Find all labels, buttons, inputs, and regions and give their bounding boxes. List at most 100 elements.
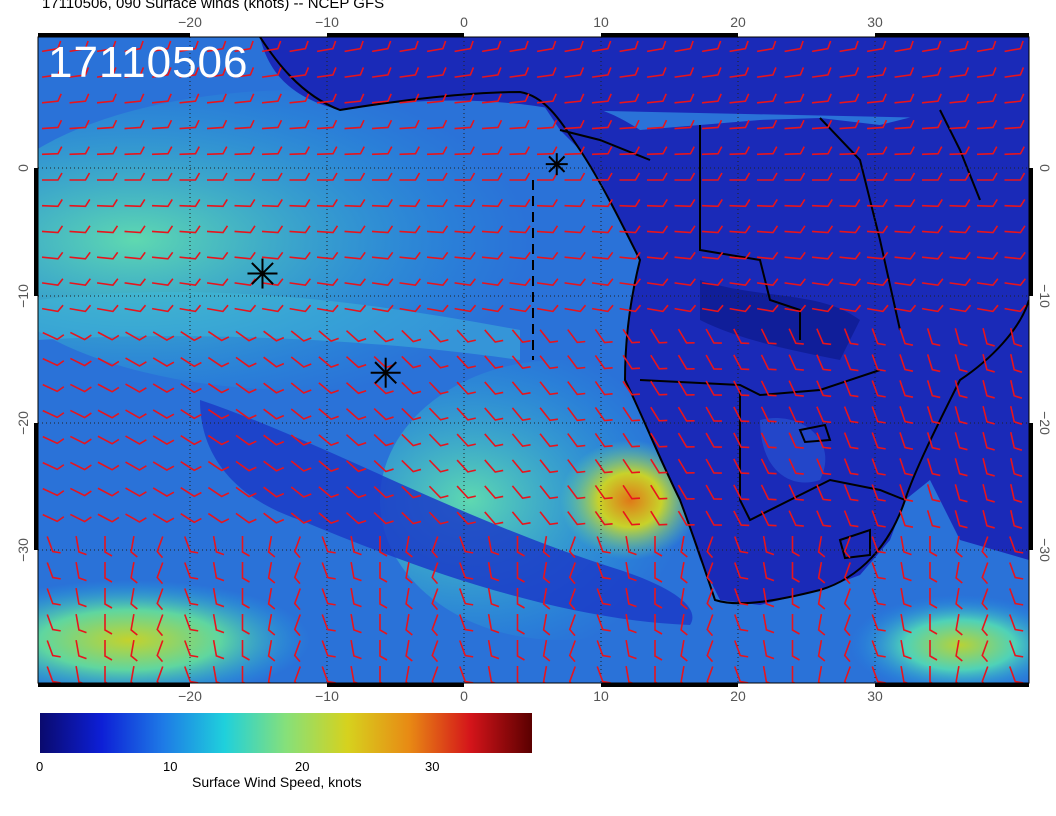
wind-barb [921, 119, 943, 130]
wind-barb [843, 536, 851, 559]
wind-barb [454, 199, 476, 208]
wind-barb [981, 614, 989, 637]
wind-barb [705, 354, 722, 370]
wind-barb [487, 613, 500, 634]
wind-barb [949, 119, 970, 130]
wind-barb [318, 356, 339, 369]
wind-barb [487, 665, 500, 683]
wind-barb [152, 435, 175, 446]
wind-barb [371, 225, 394, 234]
wind-barb [816, 458, 832, 476]
wind-barb [729, 67, 750, 78]
wind-barb [484, 329, 504, 343]
wind-barb [839, 225, 861, 234]
wind-barb [431, 666, 439, 683]
wind-barb [426, 40, 447, 53]
wind-barb [316, 278, 339, 286]
wind-barb [69, 278, 91, 286]
wind-barb [871, 432, 886, 450]
wind-barb [431, 536, 439, 559]
wind-barb [344, 146, 365, 156]
wind-barb [459, 666, 474, 683]
wind-barb [591, 225, 614, 234]
wind-barb [542, 665, 551, 683]
wind-barb [316, 67, 337, 78]
wind-barb [894, 225, 916, 234]
wind-barb [42, 461, 65, 471]
wind-barb [261, 93, 282, 104]
wind-barb [784, 278, 806, 286]
wind-barb [125, 487, 147, 497]
wind-barb [124, 225, 146, 234]
wind-barb [619, 119, 640, 130]
wind-barb [263, 382, 285, 394]
wind-barb [791, 536, 800, 557]
wind-barb [509, 251, 531, 260]
wind-barb [756, 278, 779, 286]
wind-barb [69, 409, 92, 419]
wind-barb [564, 278, 586, 286]
wind-barb [373, 329, 394, 343]
wind-barb [734, 640, 749, 658]
wind-barb [456, 459, 476, 473]
wind-barb [843, 354, 859, 372]
wind-barb [401, 381, 422, 395]
wind-barb [811, 93, 832, 104]
wind-barb [511, 485, 531, 500]
wind-barb [762, 665, 775, 683]
wind-barb [235, 460, 257, 472]
wind-barb [625, 639, 637, 660]
wind-barb [97, 172, 118, 181]
wind-barb [350, 639, 362, 660]
wind-barb [646, 304, 669, 313]
wind-barb [839, 278, 861, 286]
wind-barb [484, 407, 504, 421]
wind-barb [982, 406, 995, 425]
wind-barb [262, 172, 283, 181]
wind-barb [69, 513, 92, 523]
wind-barb [152, 357, 175, 368]
wind-barb [426, 251, 449, 260]
wind-barb [650, 380, 668, 396]
wind-barb [344, 172, 366, 181]
wind-barb [592, 172, 613, 181]
wind-barb [428, 329, 449, 343]
wind-barb [289, 119, 310, 130]
wind-barb [456, 485, 476, 499]
wind-barb [866, 93, 887, 104]
wind-barb [788, 510, 804, 527]
wind-barb [784, 67, 805, 78]
wind-barb [454, 93, 475, 104]
wind-barb [729, 40, 749, 53]
wind-barb [811, 40, 832, 53]
wind-barb [922, 172, 943, 181]
wind-barb [179, 119, 200, 130]
wind-barb [843, 484, 859, 502]
wind-barb [976, 199, 998, 208]
wind-barb [646, 251, 669, 260]
wind-barb [184, 562, 199, 580]
wind-barb [459, 588, 474, 606]
wind-barb [650, 432, 668, 448]
wind-barb [180, 461, 202, 472]
wind-barb [1009, 510, 1023, 529]
wind-barb [729, 172, 751, 181]
wind-barb [734, 562, 749, 580]
wind-barb [646, 199, 668, 208]
wind-barb [241, 536, 250, 557]
wind-barb [871, 562, 886, 580]
wind-barb [677, 510, 695, 526]
wind-barb [622, 484, 641, 500]
wind-barb [293, 562, 301, 585]
wind-barb [596, 562, 611, 580]
wind-barb [511, 407, 531, 422]
wind-barb [96, 251, 119, 260]
wind-barb [371, 199, 393, 208]
wind-barb [955, 665, 963, 683]
wind-barb [702, 172, 723, 181]
wind-barb [982, 484, 995, 503]
wind-barb [1009, 562, 1024, 580]
wind-barb [290, 486, 312, 498]
wind-barb [982, 458, 995, 477]
wind-barb [344, 40, 364, 53]
